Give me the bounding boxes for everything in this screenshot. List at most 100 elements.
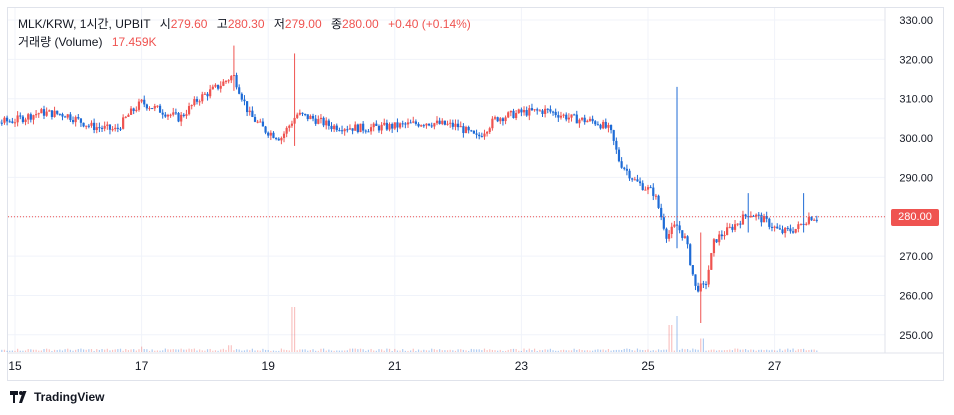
volume-bar	[251, 348, 253, 352]
volume-bar	[257, 350, 259, 352]
candle-body	[272, 132, 275, 138]
volume-bar	[642, 350, 644, 352]
legend-volume: 거래량 (Volume) 17.459K	[18, 35, 157, 49]
candle-body	[670, 226, 673, 234]
volume-bar	[264, 349, 267, 352]
volume-bar	[154, 350, 156, 352]
candle-body	[704, 284, 708, 286]
volume-bar	[246, 349, 248, 352]
volume-bar	[159, 350, 161, 352]
candle-body	[683, 236, 687, 238]
candle-body	[246, 101, 249, 113]
volume-bar	[212, 350, 214, 352]
volume-bar	[396, 350, 399, 352]
volume-bar	[663, 349, 665, 352]
candle-body	[137, 101, 141, 110]
candle-body	[631, 178, 634, 180]
volume-bar	[465, 350, 467, 352]
branding[interactable]: TradingView	[10, 388, 104, 406]
candle-body	[715, 239, 718, 243]
candle-body	[757, 214, 760, 216]
volume-bar	[491, 349, 493, 352]
volume-bar	[539, 349, 541, 352]
volume-bar	[175, 349, 177, 352]
volume-bar	[317, 350, 319, 352]
candle-body	[356, 124, 359, 133]
candle-body	[216, 84, 220, 89]
volume-bar	[578, 349, 581, 352]
volume-bar	[423, 349, 425, 352]
candle-body	[230, 76, 233, 81]
volume-bar	[776, 350, 778, 352]
volume-bar	[288, 350, 290, 352]
candle-body	[285, 127, 288, 134]
candle-body	[781, 229, 784, 234]
volume-bar	[375, 350, 377, 352]
candle-body	[282, 133, 286, 139]
candle-body	[243, 99, 246, 102]
legend-close-value: 280.00	[342, 17, 379, 31]
candle-body	[338, 130, 341, 132]
volume-bar	[138, 349, 140, 352]
candle-body	[35, 114, 38, 116]
volume-bar	[800, 349, 802, 352]
volume-bar	[22, 350, 24, 352]
candle-body	[441, 120, 444, 124]
candle-body	[509, 110, 512, 113]
volume-bar	[299, 349, 301, 352]
volume-bar	[441, 350, 443, 352]
candle-body	[673, 224, 676, 227]
candle-body	[602, 121, 605, 129]
candle-body	[19, 115, 22, 117]
candle-body	[599, 124, 602, 129]
candle-body	[551, 111, 555, 113]
candle-body	[496, 117, 499, 122]
volume-bar	[130, 349, 132, 352]
volume-bar	[80, 348, 82, 352]
volume-bar	[43, 349, 45, 352]
volume-bar	[315, 350, 317, 352]
candle-body	[325, 120, 328, 126]
volume-bar	[771, 349, 773, 352]
volume-bar	[570, 350, 573, 352]
volume-bar	[225, 349, 227, 352]
candle-body	[256, 121, 259, 123]
volume-bar	[61, 350, 64, 352]
candle-body	[586, 120, 589, 123]
candle-body	[789, 228, 792, 232]
volume-bar	[610, 350, 612, 352]
candle-body	[549, 109, 552, 112]
candle-body	[348, 128, 352, 130]
volume-bar	[439, 349, 441, 352]
candle-body	[478, 134, 481, 137]
candle-body	[536, 109, 539, 111]
last-price-badge: 280.00	[891, 209, 939, 226]
candle-body	[580, 117, 584, 120]
legend-change: +0.40 (+0.14%)	[388, 17, 471, 31]
volume-bar	[267, 350, 269, 352]
volume-bar	[388, 348, 391, 352]
candle-body	[127, 114, 130, 117]
volume-bar	[631, 350, 633, 352]
candle-body	[275, 137, 278, 139]
candle-body	[420, 125, 423, 127]
candle-body	[533, 109, 536, 111]
volume-bar	[370, 348, 372, 352]
volume-bar	[507, 349, 509, 352]
volume-bar	[621, 350, 623, 352]
candle-body	[56, 110, 59, 114]
volume-bar	[747, 350, 749, 352]
candle-body	[633, 179, 636, 181]
candle-body	[522, 109, 526, 113]
volume-bar	[146, 349, 148, 352]
candle-body	[588, 118, 592, 121]
candle-body	[578, 119, 581, 124]
candle-body	[53, 110, 56, 117]
candle-body	[731, 226, 734, 230]
candle-body	[174, 112, 177, 114]
volume-bar	[557, 350, 559, 352]
volume-bar	[436, 349, 438, 352]
volume-bar	[787, 348, 789, 352]
volume-bar	[30, 349, 32, 352]
